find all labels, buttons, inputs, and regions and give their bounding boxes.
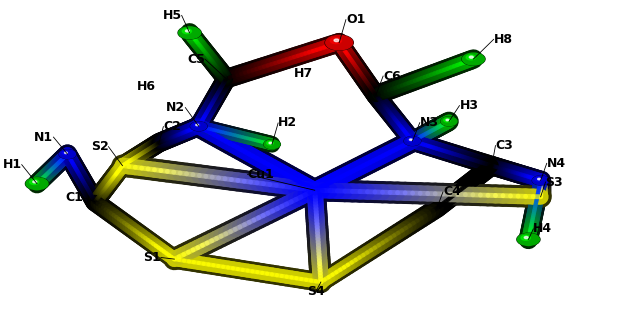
Circle shape: [407, 138, 414, 142]
Circle shape: [517, 233, 540, 246]
Text: H2: H2: [278, 116, 297, 130]
Circle shape: [264, 140, 280, 149]
Circle shape: [518, 234, 539, 245]
Circle shape: [60, 150, 76, 158]
Text: S1: S1: [143, 251, 161, 264]
Circle shape: [178, 27, 201, 39]
Circle shape: [444, 118, 450, 122]
Circle shape: [446, 119, 449, 121]
Circle shape: [33, 181, 37, 183]
Circle shape: [538, 178, 541, 180]
Circle shape: [30, 179, 39, 185]
Circle shape: [64, 152, 68, 154]
Text: C4: C4: [443, 185, 461, 198]
Circle shape: [466, 55, 476, 60]
Circle shape: [463, 53, 484, 65]
Circle shape: [535, 177, 542, 181]
Circle shape: [334, 39, 339, 42]
Circle shape: [193, 123, 200, 127]
Text: S2: S2: [91, 140, 108, 153]
Circle shape: [179, 27, 201, 39]
Circle shape: [325, 35, 353, 50]
Circle shape: [533, 176, 549, 185]
Circle shape: [59, 150, 76, 159]
Text: C5: C5: [187, 52, 205, 66]
Text: N4: N4: [547, 157, 566, 170]
Circle shape: [404, 137, 420, 145]
Circle shape: [191, 122, 206, 131]
Circle shape: [441, 117, 458, 126]
Circle shape: [182, 29, 192, 34]
Circle shape: [533, 176, 549, 185]
Circle shape: [326, 35, 353, 50]
Text: S4: S4: [307, 285, 325, 298]
Text: Cu1: Cu1: [247, 168, 275, 181]
Text: C2: C2: [163, 120, 181, 133]
Text: O1: O1: [346, 13, 365, 26]
Circle shape: [521, 235, 530, 240]
Circle shape: [462, 53, 485, 65]
Circle shape: [267, 141, 273, 145]
Circle shape: [190, 122, 207, 131]
Text: H5: H5: [162, 9, 182, 22]
Text: H4: H4: [533, 222, 552, 236]
Text: N3: N3: [420, 116, 439, 129]
Circle shape: [404, 136, 421, 146]
Text: S3: S3: [546, 175, 563, 189]
Circle shape: [25, 177, 48, 190]
Text: H7: H7: [294, 67, 313, 80]
Circle shape: [441, 117, 457, 126]
Circle shape: [469, 56, 473, 58]
Circle shape: [264, 140, 280, 149]
Text: C6: C6: [383, 70, 401, 83]
Text: C3: C3: [495, 139, 513, 152]
Text: H8: H8: [494, 33, 513, 46]
Circle shape: [269, 142, 272, 144]
Circle shape: [26, 178, 48, 190]
Circle shape: [525, 236, 528, 238]
Circle shape: [185, 30, 189, 32]
Circle shape: [409, 139, 412, 140]
Text: H1: H1: [2, 158, 22, 171]
Text: H6: H6: [137, 80, 156, 93]
Circle shape: [330, 38, 342, 44]
Circle shape: [62, 151, 69, 155]
Text: N2: N2: [166, 101, 185, 114]
Text: C1: C1: [65, 191, 83, 204]
Circle shape: [196, 124, 198, 126]
Text: H3: H3: [459, 99, 479, 112]
Text: N1: N1: [34, 131, 53, 144]
